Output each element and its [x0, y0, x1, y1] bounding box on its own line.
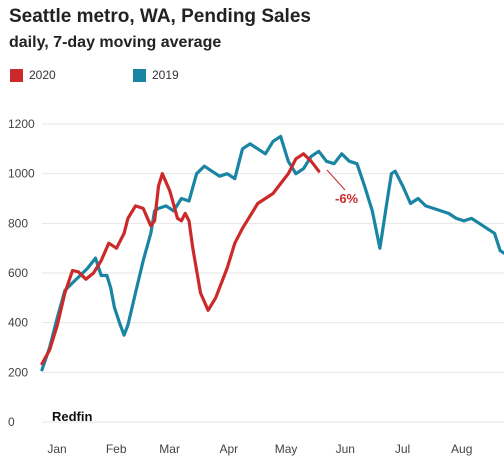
x-tick-label: Apr — [219, 442, 238, 456]
legend-item-2020: 2020 — [10, 68, 56, 82]
x-axis-tick-labels: Jan Feb Mar Apr May Jun Jul Aug — [47, 442, 472, 456]
series-lines — [40, 134, 504, 372]
y-axis-tick-labels: 0 200 400 600 800 1000 1200 — [8, 117, 35, 429]
y-tick-label: 400 — [8, 316, 28, 330]
x-tick-label: Mar — [159, 442, 180, 456]
legend-swatch-2019 — [133, 68, 146, 82]
y-tick-label: 1000 — [8, 167, 35, 181]
x-tick-label: May — [275, 442, 298, 456]
legend-label-2019: 2019 — [152, 68, 179, 82]
legend-label-2020: 2020 — [29, 68, 56, 82]
y-tick-label: 0 — [8, 415, 15, 429]
legend-item-2019: 2019 — [133, 68, 179, 82]
chart-title: Seattle metro, WA, Pending Sales — [9, 6, 311, 27]
series-line-2019 — [40, 134, 504, 372]
annotation-label: -6% — [335, 191, 359, 206]
legend: 2020 2019 — [0, 68, 504, 86]
x-tick-label: Aug — [451, 442, 472, 456]
x-tick-label: Jan — [47, 442, 66, 456]
x-tick-label: Feb — [106, 442, 127, 456]
x-tick-label: Jul — [395, 442, 410, 456]
series-line-2020 — [40, 152, 321, 366]
y-tick-label: 600 — [8, 266, 28, 280]
y-tick-label: 800 — [8, 216, 28, 230]
annotation-group: -6% — [326, 169, 359, 206]
y-tick-label: 1200 — [8, 117, 35, 131]
source-label: Redfin — [52, 409, 93, 424]
gridlines — [42, 123, 504, 423]
y-tick-label: 200 — [8, 365, 28, 379]
legend-swatch-2020 — [10, 68, 23, 82]
chart-subtitle: daily, 7-day moving average — [9, 34, 222, 51]
x-tick-label: Jun — [336, 442, 355, 456]
annotation-leader — [326, 169, 346, 191]
